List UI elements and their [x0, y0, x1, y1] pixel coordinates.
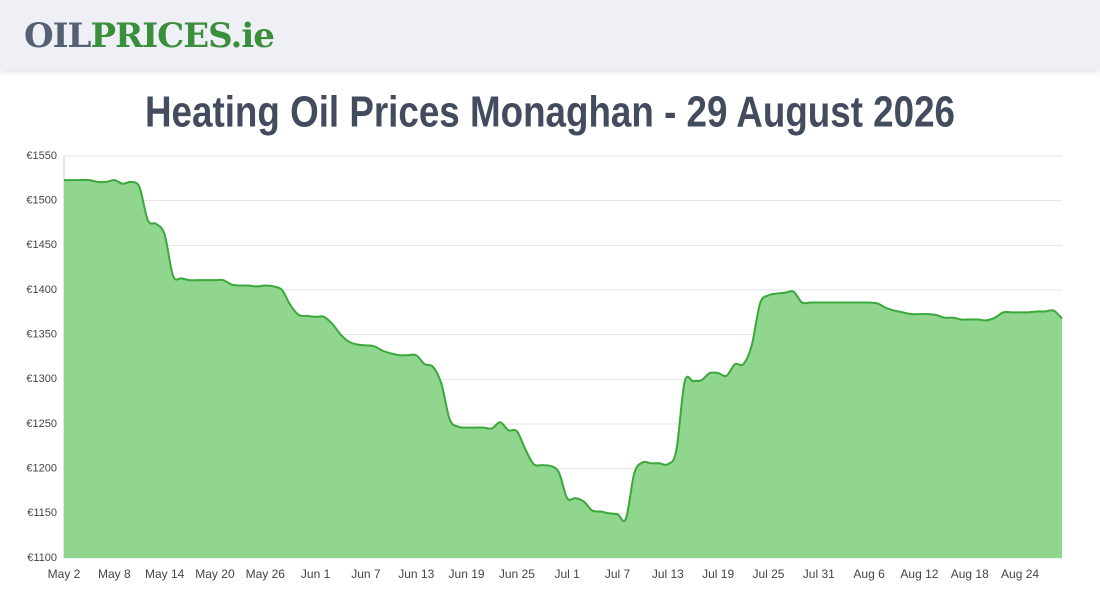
chart: Heating Oil Prices Monaghan - 29 August … [26, 88, 1063, 581]
x-tick-label: May 26 [246, 567, 286, 581]
y-tick-label: €1400 [26, 284, 57, 296]
line [63, 178, 1063, 523]
x-tick-label: Jul 7 [605, 567, 631, 581]
x-tick-label: Jun 7 [351, 567, 381, 581]
x-tick-label: May 20 [195, 567, 235, 581]
x-tick-label: Aug 18 [951, 567, 989, 581]
x-tick-label: Jun 19 [449, 567, 485, 581]
x-tick-label: Jul 1 [555, 567, 581, 581]
y-tick-label: €1550 [26, 150, 57, 162]
x-tick-label: May 8 [98, 567, 131, 581]
x-tick-label: Jul 31 [803, 567, 835, 581]
y-tick-label: €1250 [26, 418, 57, 430]
x-tick-label: Aug 12 [900, 567, 938, 581]
logo[interactable]: OILPRICES.ie [24, 16, 275, 56]
x-tick-label: Jun 13 [398, 567, 434, 581]
logo-part: OIL [24, 16, 91, 56]
x-tick-label: May 14 [145, 567, 185, 581]
x-tick-label: May 2 [48, 567, 81, 581]
y-tick-label: €1300 [26, 373, 57, 385]
x-tick-label: Aug 6 [853, 567, 885, 581]
x-tick-label: Jun 1 [301, 567, 331, 581]
chart-title: Heating Oil Prices Monaghan - 29 August … [145, 88, 955, 137]
y-tick-label: €1200 [26, 463, 57, 475]
y-tick-label: €1100 [27, 552, 57, 564]
y-tick-label: €1500 [26, 195, 57, 207]
x-tick-label: Jul 13 [652, 567, 684, 581]
x-tick-label: Jul 25 [752, 567, 784, 581]
header: OILPRICES.ie [0, 0, 1100, 70]
logo-part: PRICES.ie [90, 16, 274, 56]
y-tick-label: €1350 [26, 329, 57, 341]
x-tick-label: Aug 24 [1001, 567, 1039, 581]
y-tick-label: €1150 [27, 507, 57, 519]
y-tick-label: €1450 [26, 239, 57, 251]
x-tick-label: Jul 19 [702, 567, 734, 581]
area [64, 179, 1062, 558]
x-tick-label: Jun 25 [499, 567, 535, 581]
